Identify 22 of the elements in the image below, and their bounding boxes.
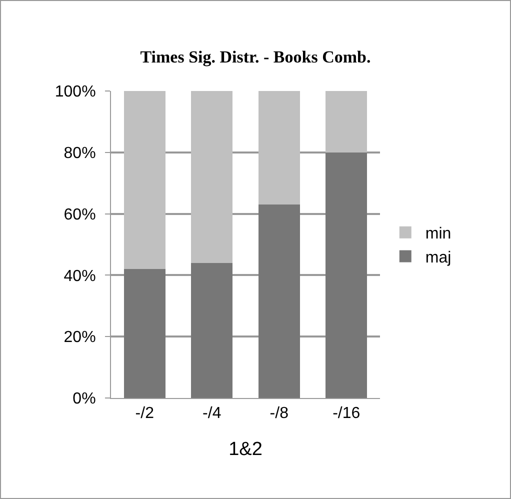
y-tick-label: 60% xyxy=(64,206,96,224)
y-tick-label: 80% xyxy=(64,145,96,162)
bar xyxy=(326,152,368,398)
bar xyxy=(191,91,233,263)
y-tick-label: 0% xyxy=(72,390,96,408)
bar xyxy=(258,91,300,205)
y-tick-label: 100% xyxy=(54,84,96,101)
legend-label: min xyxy=(425,226,452,243)
legend-label: maj xyxy=(425,249,452,266)
x-tick-label: -/4 xyxy=(202,405,222,422)
y-tick-label: 40% xyxy=(64,268,96,285)
bar xyxy=(124,269,166,398)
bar xyxy=(258,204,300,398)
x-tick-label: -/2 xyxy=(135,405,154,422)
x-tick-label: -/8 xyxy=(270,405,289,422)
chart-title: Times Sig. Distr. - Books Comb. xyxy=(140,48,371,67)
bar xyxy=(191,262,233,398)
y-tick-label: 20% xyxy=(64,329,96,346)
x-axis-title: 1&2 xyxy=(228,439,262,460)
bar xyxy=(326,91,368,152)
bar xyxy=(124,91,166,270)
x-tick-label: -/16 xyxy=(332,405,360,422)
